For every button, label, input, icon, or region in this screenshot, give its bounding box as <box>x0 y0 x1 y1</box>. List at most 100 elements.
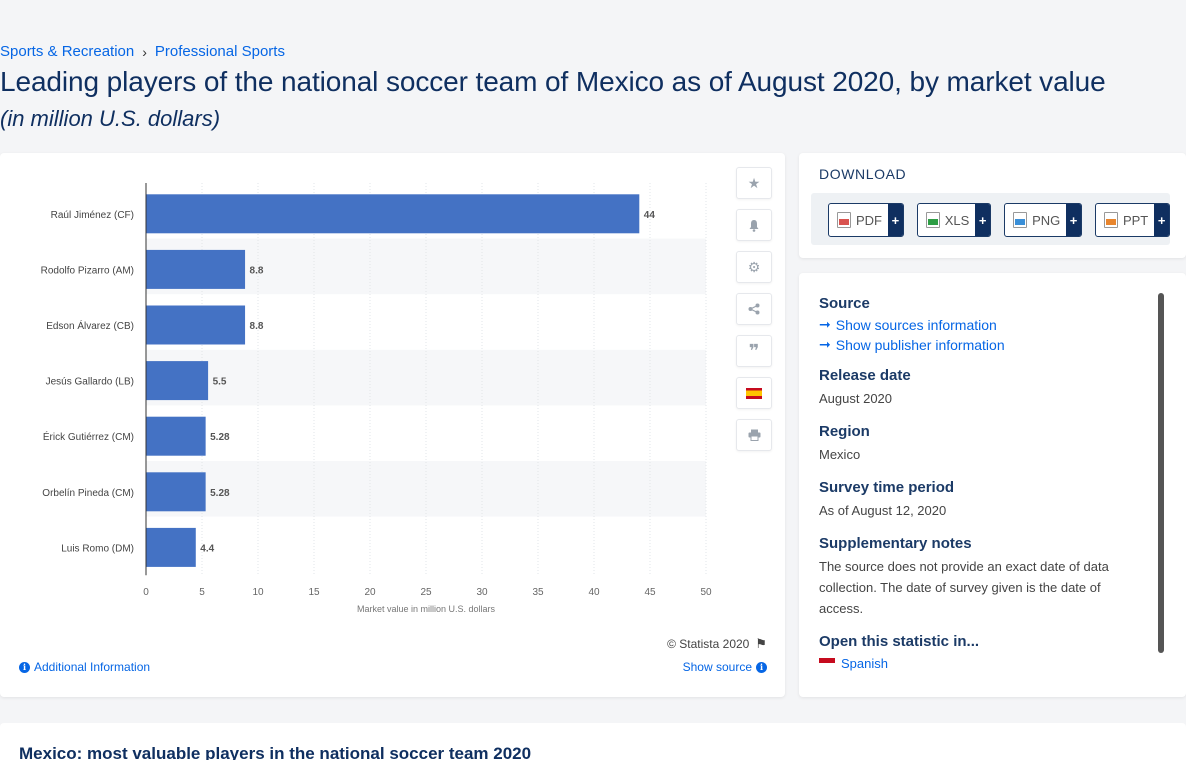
value-label: 8.8 <box>250 321 264 332</box>
download-pdf-button[interactable]: PDF + <box>828 203 904 237</box>
x-tick-label: 30 <box>476 587 488 598</box>
breadcrumb: Sports & Recreation › Professional Sport… <box>0 43 285 60</box>
png-file-icon <box>1013 212 1028 228</box>
favorite-button[interactable]: ★ <box>736 167 772 199</box>
chart-copyright: © Statista 2020 ⚑ <box>667 636 767 652</box>
survey-period-value: As of August 12, 2020 <box>819 503 947 518</box>
language-button[interactable] <box>736 377 772 409</box>
show-sources-link[interactable]: ➞ Show sources information <box>819 316 1144 333</box>
survey-period-heading: Survey time period <box>819 479 955 496</box>
png-file-icon-mark <box>1015 219 1026 225</box>
show-source-label: Show source <box>682 660 752 674</box>
chart-toolbar: ★ ⚙ ❞ <box>736 167 772 451</box>
release-date-value: August 2020 <box>819 391 893 406</box>
region-heading: Region <box>819 423 870 440</box>
row-band <box>146 349 706 406</box>
settings-button[interactable]: ⚙ <box>736 251 772 283</box>
value-label: 44 <box>644 210 656 221</box>
download-xls-plus[interactable]: + <box>975 204 991 236</box>
spain-flag-icon <box>746 387 762 399</box>
category-label: Luis Romo (DM) <box>61 543 134 554</box>
source-heading: Source <box>819 295 870 312</box>
source-scrollbar[interactable] <box>1158 293 1164 653</box>
x-tick-label: 0 <box>143 587 149 598</box>
bar <box>146 194 640 234</box>
download-heading: DOWNLOAD <box>819 166 907 182</box>
bar <box>146 416 206 456</box>
breadcrumb-separator: › <box>142 43 147 60</box>
supplementary-notes-value: The source does not provide an exact dat… <box>819 559 1109 616</box>
open-in-spanish-link[interactable]: Spanish <box>819 656 1144 671</box>
top-bar <box>0 0 1186 40</box>
download-png-label: PNG <box>1032 212 1061 228</box>
show-publisher-link[interactable]: ➞ Show publisher information <box>819 336 1144 353</box>
x-tick-label: 20 <box>364 587 376 598</box>
bar <box>146 361 209 401</box>
value-label: 5.28 <box>210 432 230 443</box>
pdf-file-icon <box>837 212 851 228</box>
copyright-text: © Statista 2020 <box>667 637 750 651</box>
show-sources-label: Show sources information <box>835 316 997 333</box>
download-xls-label: XLS <box>944 212 970 228</box>
x-axis-title: Market value in million U.S. dollars <box>357 604 496 614</box>
download-ppt-plus[interactable]: + <box>1154 204 1169 236</box>
open-statistic-heading: Open this statistic in... <box>819 633 980 650</box>
print-button[interactable] <box>736 419 772 451</box>
category-label: Érick Gutiérrez (CM) <box>43 430 134 443</box>
bar <box>146 249 246 289</box>
ppt-file-icon <box>1103 212 1118 228</box>
value-label: 5.5 <box>213 377 227 388</box>
x-tick-label: 10 <box>252 587 264 598</box>
xls-file-icon-mark <box>927 219 938 225</box>
cite-button[interactable]: ❞ <box>736 335 772 367</box>
download-xls-button[interactable]: XLS + <box>916 203 992 237</box>
additional-information-label: Additional Information <box>34 660 151 674</box>
bar-chart: 0 5 10 15 20 25 30 35 40 45 50 Raúl Jiménez (CF) 44 R… <box>41 183 712 614</box>
pdf-file-icon-mark <box>839 219 849 225</box>
breadcrumb-link-sports[interactable]: Sports & Recreation <box>0 43 135 60</box>
ppt-file-icon-mark <box>1105 219 1116 225</box>
related-title[interactable]: Mexico: most valuable players in the nat… <box>19 744 532 760</box>
related-card: Mexico: most valuable players in the nat… <box>0 723 1186 760</box>
release-date-heading: Release date <box>819 367 911 384</box>
download-png-button[interactable]: PNG + <box>1004 203 1082 237</box>
download-ppt-label: PPT <box>1122 212 1149 228</box>
category-label: Raúl Jiménez (CF) <box>51 210 134 221</box>
region-value: Mexico <box>819 447 861 462</box>
share-icon <box>748 303 760 315</box>
share-button[interactable] <box>736 293 772 325</box>
download-pdf-plus[interactable]: + <box>888 204 903 236</box>
row-band <box>146 461 706 517</box>
value-label: 8.8 <box>250 265 264 276</box>
star-icon: ★ <box>747 174 761 191</box>
notification-button[interactable] <box>736 209 772 241</box>
show-source-link[interactable]: Show source i <box>683 660 767 674</box>
category-label: Rodolfo Pizarro (AM) <box>41 265 134 276</box>
xls-file-icon <box>925 212 940 228</box>
breadcrumb-link-professional-sports[interactable]: Professional Sports <box>154 43 285 60</box>
x-tick-label: 50 <box>700 587 712 598</box>
category-label: Jesús Gallardo (LB) <box>46 377 134 388</box>
x-tick-label: 35 <box>532 587 544 598</box>
category-label: Orbelín Pineda (CM) <box>42 488 134 499</box>
flag-icon[interactable]: ⚑ <box>755 636 767 651</box>
arrow-right-icon: ➞ <box>819 316 831 332</box>
x-tick-label: 40 <box>588 587 600 598</box>
show-publisher-label: Show publisher information <box>835 336 1005 353</box>
info-icon: i <box>19 661 30 673</box>
chart-card: 0 5 10 15 20 25 30 35 40 45 50 Raúl Jiménez (CF) 44 R… <box>0 153 785 697</box>
supplementary-notes-heading: Supplementary notes <box>819 535 972 552</box>
additional-information-link[interactable]: i Additional Information <box>19 660 150 674</box>
quote-icon: ❞ <box>748 341 760 361</box>
download-ppt-button[interactable]: PPT + <box>1094 203 1170 237</box>
page-title: Leading players of the national soccer t… <box>0 66 1106 97</box>
source-card: Source ➞ Show sources information ➞ Show p… <box>799 273 1186 697</box>
page-subtitle: (in million U.S. dollars) <box>0 106 221 131</box>
x-tick-label: 25 <box>420 587 432 598</box>
x-tick-label: 5 <box>199 587 205 598</box>
bell-icon <box>749 219 759 232</box>
arrow-right-icon: ➞ <box>819 336 831 352</box>
bar <box>146 472 206 512</box>
category-label: Edson Álvarez (CB) <box>46 319 134 332</box>
download-png-plus[interactable]: + <box>1066 204 1081 236</box>
